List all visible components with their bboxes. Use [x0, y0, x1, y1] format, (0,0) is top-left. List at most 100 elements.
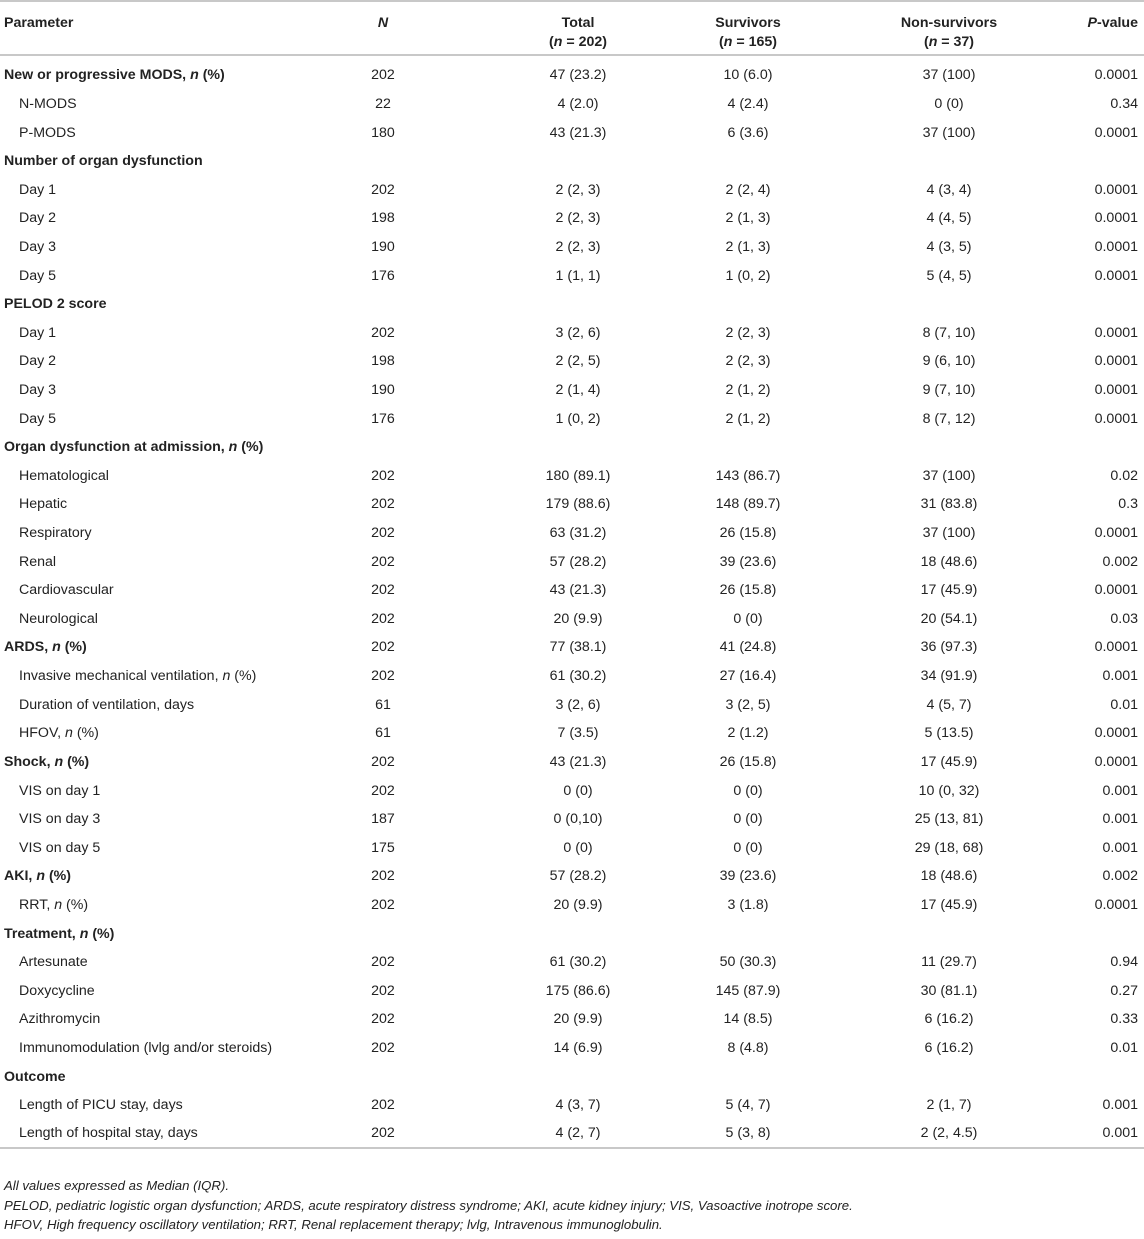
cell-nonsurvivors: 17 (45.9) — [920, 896, 978, 913]
cell-nonsurvivors: 8 (7, 12) — [922, 410, 976, 427]
table-row: Hepatic 202 179 (88.6) 148 (89.7) 31 (83.8) 0… — [0, 490, 1144, 519]
cell-survivors: 41 (24.8) — [719, 639, 777, 656]
cell-total: 4 (2, 7) — [555, 1125, 601, 1142]
cell-n: 202 — [371, 1097, 395, 1114]
table-row: Invasive mechanical ventilation, n (%) 20… — [0, 662, 1144, 691]
cell-pvalue — [1037, 147, 1144, 176]
cell-pvalue: 0.27 — [1110, 982, 1138, 999]
cell-pvalue: 0.34 — [1110, 95, 1138, 112]
cell-survivors: 2 (2, 4) — [725, 181, 771, 198]
cell-total: 61 (30.2) — [549, 954, 607, 971]
cell-n: 202 — [371, 1125, 395, 1142]
cell-n: 202 — [371, 1040, 395, 1057]
cell-parameter: Day 3 — [19, 238, 57, 255]
cell-survivors: 26 (15.8) — [719, 525, 777, 542]
cell-pvalue — [1037, 1062, 1144, 1091]
cell-nonsurvivors — [805, 147, 1037, 176]
table-row: Artesunate 202 61 (30.2) 50 (30.3) 11 (29.7)… — [0, 948, 1144, 977]
table-row: AKI, n (%) 202 57 (28.2) 39 (23.6) 18 (48.6)… — [0, 862, 1144, 891]
cell-parameter: Day 2 — [19, 353, 57, 370]
header-nonsurvivors-label: Non-survivors — [900, 15, 998, 31]
table-row: Shock, n (%) 202 43 (21.3) 26 (15.8) 17 (45.… — [0, 748, 1144, 777]
cell-parameter: Shock, n (%) — [4, 753, 90, 770]
cell-survivors: 39 (23.6) — [719, 868, 777, 885]
cell-pvalue: 0.0001 — [1094, 210, 1138, 227]
cell-nonsurvivors: 9 (7, 10) — [922, 382, 976, 398]
table-row: Immunomodulation (lvlg and/or steroids) 2… — [0, 1034, 1144, 1063]
cell-total: 1 (0, 2) — [555, 410, 601, 427]
cell-nonsurvivors: 2 (2, 4.5) — [920, 1125, 978, 1142]
cell-total: 47 (23.2) — [549, 67, 607, 84]
cell-n: 202 — [371, 954, 395, 971]
cell-pvalue: 0.001 — [1102, 782, 1138, 799]
cell-n — [315, 290, 405, 319]
table-row: Azithromycin 202 20 (9.9) 14 (8.5) 6 (16.2) 0… — [0, 1005, 1144, 1034]
cell-nonsurvivors: 5 (13.5) — [924, 725, 974, 742]
cell-total: 7 (3.5) — [557, 725, 599, 742]
cell-total: 63 (31.2) — [549, 525, 607, 542]
cell-n: 61 — [375, 696, 391, 713]
cell-total — [405, 1062, 625, 1091]
cell-total: 179 (88.6) — [545, 496, 611, 513]
cell-survivors: 143 (86.7) — [715, 467, 781, 484]
cell-total: 2 (2, 3) — [555, 181, 601, 198]
cell-nonsurvivors — [805, 919, 1037, 948]
cell-n — [315, 919, 405, 948]
cell-pvalue: 0.0001 — [1094, 181, 1138, 198]
cell-survivors: 0 (0) — [733, 811, 763, 828]
cell-pvalue: 0.0001 — [1094, 639, 1138, 656]
cell-survivors: 2 (1.2) — [727, 725, 769, 742]
cell-n: 198 — [371, 353, 395, 370]
header-total-count: (n = 202) — [549, 34, 607, 50]
cell-nonsurvivors: 0 (0) — [934, 95, 964, 112]
cell-pvalue: 0.0001 — [1094, 67, 1138, 84]
cell-n: 61 — [375, 725, 391, 742]
cell-total: 3 (2, 6) — [555, 696, 601, 713]
cell-parameter: VIS on day 5 — [19, 839, 101, 856]
table-row: Number of organ dysfunction — [0, 147, 1144, 176]
cell-pvalue: 0.0001 — [1094, 896, 1138, 913]
table-row: Treatment, n (%) — [0, 919, 1144, 948]
cell-survivors — [625, 290, 805, 319]
cell-n: 198 — [371, 210, 395, 227]
cell-parameter: VIS on day 3 — [19, 811, 101, 828]
cell-survivors: 1 (0, 2) — [725, 267, 771, 284]
cell-pvalue: 0.94 — [1110, 954, 1138, 971]
cell-survivors: 2 (2, 3) — [725, 324, 771, 341]
cell-nonsurvivors: 31 (83.8) — [920, 496, 978, 513]
cell-pvalue: 0.0001 — [1094, 267, 1138, 284]
cell-n: 202 — [371, 582, 395, 599]
cell-total: 61 (30.2) — [549, 668, 607, 685]
cell-total: 43 (21.3) — [549, 753, 607, 770]
cell-pvalue: 0.002 — [1102, 868, 1138, 885]
cell-nonsurvivors: 37 (100) — [922, 67, 976, 84]
cell-nonsurvivors: 9 (6, 10) — [922, 353, 976, 370]
cell-total: 43 (21.3) — [549, 582, 607, 599]
table-row: VIS on day 1 202 0 (0) 0 (0) 10 (0, 32) 0.001 — [0, 776, 1144, 805]
cell-pvalue: 0.02 — [1110, 467, 1138, 484]
cell-total — [405, 290, 625, 319]
cell-total: 14 (6.9) — [553, 1040, 603, 1057]
cell-n: 190 — [371, 382, 395, 398]
cell-pvalue: 0.0001 — [1094, 410, 1138, 427]
cell-nonsurvivors: 18 (48.6) — [920, 868, 978, 885]
cell-n: 176 — [371, 410, 395, 427]
cell-n: 202 — [371, 753, 395, 770]
cell-survivors: 2 (2, 3) — [725, 353, 771, 370]
table-row: Day 1 202 2 (2, 3) 2 (2, 4) 4 (3, 4) 0.0001 — [0, 175, 1144, 204]
header-survivors: Survivors (n = 165) — [625, 1, 805, 55]
cell-total: 57 (28.2) — [549, 868, 607, 885]
table-row: New or progressive MODS, n (%) 202 47 (23.… — [0, 61, 1144, 90]
results-table: Parameter N Total (n = 202) Survivors (n… — [0, 1, 1144, 1149]
cell-total: 20 (9.9) — [553, 610, 603, 627]
cell-n: 176 — [371, 267, 395, 284]
cell-parameter: Respiratory — [19, 525, 92, 542]
table-row: RRT, n (%) 202 20 (9.9) 3 (1.8) 17 (45.9) 0.0… — [0, 891, 1144, 920]
cell-parameter: Doxycycline — [19, 982, 95, 999]
cell-nonsurvivors: 34 (91.9) — [920, 668, 978, 685]
cell-parameter: New or progressive MODS, n (%) — [4, 67, 225, 84]
cell-parameter: VIS on day 1 — [19, 782, 101, 799]
cell-nonsurvivors: 6 (16.2) — [924, 1011, 974, 1028]
cell-parameter: Organ dysfunction at admission, n (%) — [4, 439, 264, 456]
header-n: N — [377, 15, 389, 31]
